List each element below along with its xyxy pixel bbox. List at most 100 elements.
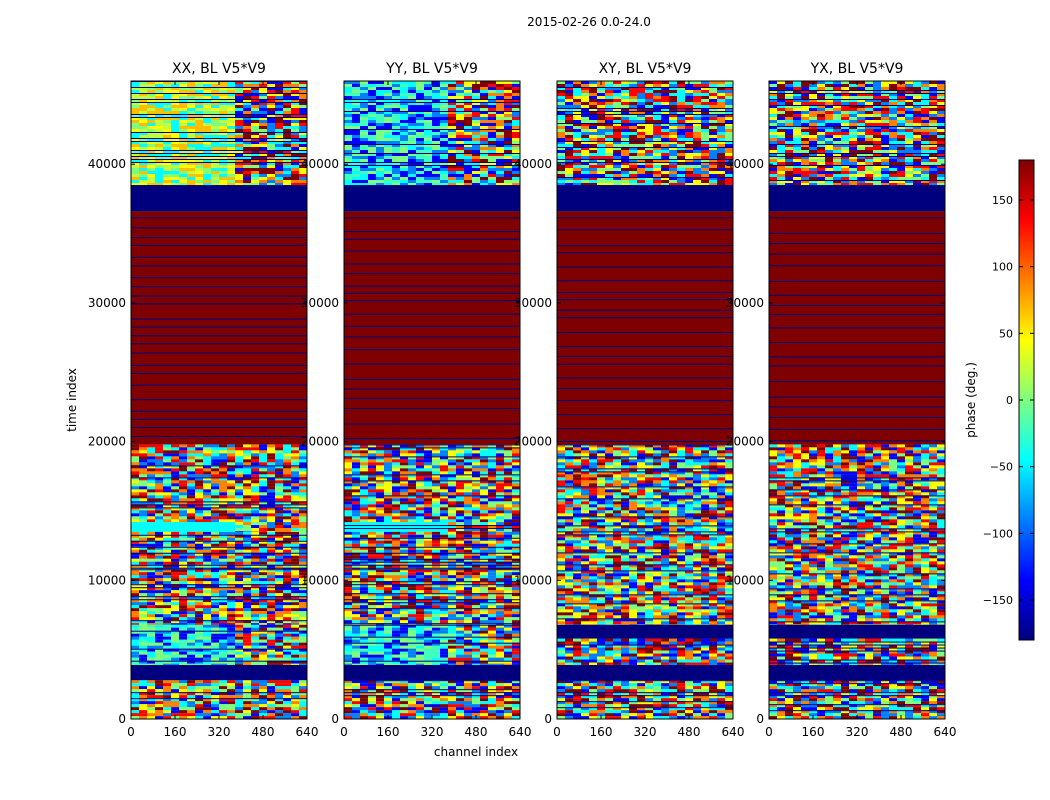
heatmap-cell <box>155 114 164 117</box>
heatmap-cell <box>139 680 148 684</box>
heatmap-cell <box>211 450 220 454</box>
heatmap-cell <box>227 84 236 87</box>
heatmap-cell <box>496 546 505 550</box>
heatmap-cell <box>352 620 361 624</box>
heatmap-cell <box>235 102 244 105</box>
heatmap-cell <box>267 180 276 183</box>
heatmap-cell <box>251 96 260 99</box>
heatmap-cell <box>211 471 220 475</box>
heatmap-cell <box>344 501 353 505</box>
heatmap-cell <box>291 701 300 705</box>
heatmap-cell <box>416 686 425 690</box>
heatmap-cell <box>243 707 252 711</box>
heatmap-cell <box>512 654 521 658</box>
heatmap-cell <box>275 126 284 129</box>
heatmap-cell <box>179 686 188 690</box>
heatmap-cell <box>464 483 473 487</box>
heatmap-cell <box>496 564 505 568</box>
heatmap-cell <box>352 692 361 696</box>
heatmap-cell <box>283 555 292 559</box>
heatmap-cell <box>259 162 268 165</box>
heatmap-cell <box>171 495 180 499</box>
heatmap-cell <box>299 680 308 684</box>
heatmap-cell <box>203 584 212 588</box>
heatmap-cell <box>155 459 164 463</box>
heatmap-cell <box>416 510 425 514</box>
heatmap-cell <box>227 698 236 702</box>
heatmap-cell <box>440 537 449 541</box>
heatmap-cell <box>299 102 308 105</box>
heatmap-cell <box>243 519 252 523</box>
heatmap-cell <box>139 605 148 609</box>
heatmap-cell <box>283 102 292 105</box>
heatmap-cell <box>299 660 308 664</box>
heatmap-cell <box>464 608 473 612</box>
heatmap-cell <box>368 84 377 87</box>
heatmap-cell <box>344 620 353 624</box>
heatmap-cell <box>400 549 409 553</box>
heatmap-cell <box>243 713 252 717</box>
flag-line <box>131 138 307 139</box>
heatmap-cell <box>267 587 276 591</box>
heatmap-cell <box>195 462 204 466</box>
heatmap-cell <box>195 581 204 585</box>
heatmap-cell <box>376 624 385 628</box>
heatmap-cell <box>267 474 276 478</box>
heatmap-cell <box>283 492 292 496</box>
heatmap-cell <box>195 444 204 448</box>
heatmap-cell <box>251 602 260 606</box>
heatmap-cell <box>376 581 385 585</box>
heatmap-cell <box>243 486 252 490</box>
heatmap-cell <box>283 510 292 514</box>
heatmap-cell <box>424 593 433 597</box>
heatmap-cell <box>227 462 236 466</box>
heatmap-cell <box>424 713 433 717</box>
heatmap-cell <box>488 710 497 714</box>
heatmap-cell <box>275 522 284 526</box>
heatmap-cell <box>243 695 252 699</box>
heatmap-cell <box>384 707 393 711</box>
heatmap-cell <box>291 486 300 490</box>
heatmap-cell <box>155 558 164 562</box>
heatmap-cell <box>155 531 164 535</box>
heatmap-cell <box>440 447 449 451</box>
heatmap-cell <box>195 611 204 615</box>
heatmap-cell <box>219 642 228 646</box>
heatmap-cell <box>432 531 441 535</box>
heatmap-cell <box>163 444 172 448</box>
heatmap-cell <box>344 453 353 457</box>
heatmap-cell <box>243 578 252 582</box>
heatmap-cell <box>299 123 308 126</box>
heatmap-cell <box>376 575 385 579</box>
heatmap-cell <box>251 549 260 553</box>
heatmap-cell <box>368 465 377 469</box>
heatmap-cell <box>259 561 268 565</box>
heatmap-cell <box>267 528 276 532</box>
heatmap-cell <box>187 183 196 186</box>
heatmap-cell <box>344 590 353 594</box>
heatmap-cell <box>235 683 244 687</box>
heatmap-cell <box>179 81 188 84</box>
heatmap-cell <box>139 174 148 177</box>
heatmap-cell <box>131 561 140 565</box>
heatmap-cell <box>131 660 140 664</box>
heatmap-cell <box>456 444 465 448</box>
flag-line <box>344 692 520 694</box>
heatmap-cell <box>392 633 401 637</box>
heatmap-cell <box>464 459 473 463</box>
heatmap-cell <box>291 474 300 478</box>
heatmap-cell <box>424 578 433 582</box>
heatmap-cell <box>384 587 393 591</box>
heatmap-cell <box>504 689 513 693</box>
heatmap-cell <box>259 504 268 508</box>
heatmap-cell <box>203 704 212 708</box>
heatmap-cell <box>251 599 260 603</box>
heatmap-cell <box>488 707 497 711</box>
heatmap-cell <box>291 114 300 117</box>
heatmap-cell <box>400 519 409 523</box>
heatmap-cell <box>259 564 268 568</box>
heatmap-cell <box>408 546 417 550</box>
heatmap-cell <box>376 614 385 618</box>
heatmap-cell <box>283 171 292 174</box>
heatmap-cell <box>147 537 156 541</box>
